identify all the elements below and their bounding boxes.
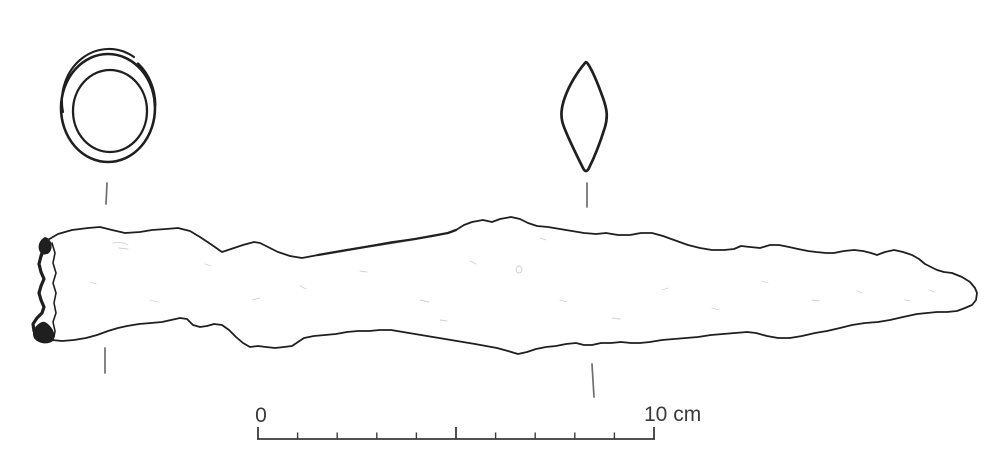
section-indicator-tick-lozenge-bottom [591,363,595,398]
scale-bar-ticks [257,427,655,440]
ring-outer-outline [59,52,157,164]
socket-cross-section [59,47,157,164]
lozenge-outline [560,60,609,173]
ring-dark-patch [136,62,157,107]
socket-dark-blob-top [38,237,52,255]
blade-drawing [31,216,978,355]
ring-inner-outline [71,68,149,154]
blade-outline [32,216,978,355]
ring-doubled-stroke [60,47,136,114]
socket-mouth-edge [31,239,49,341]
socket-dark-blob-bottom [32,321,55,344]
socket-inner-line [51,242,57,338]
scale-bar: 0 10 cm [255,403,701,440]
blade-cross-section [560,60,609,173]
section-indicator-tick-ring-top [105,182,108,205]
scale-end-label: 10 cm [644,403,701,426]
blade-ridge-emphasis [316,228,458,257]
corrosion-texture [89,237,935,322]
scale-zero-label: 0 [255,404,267,427]
